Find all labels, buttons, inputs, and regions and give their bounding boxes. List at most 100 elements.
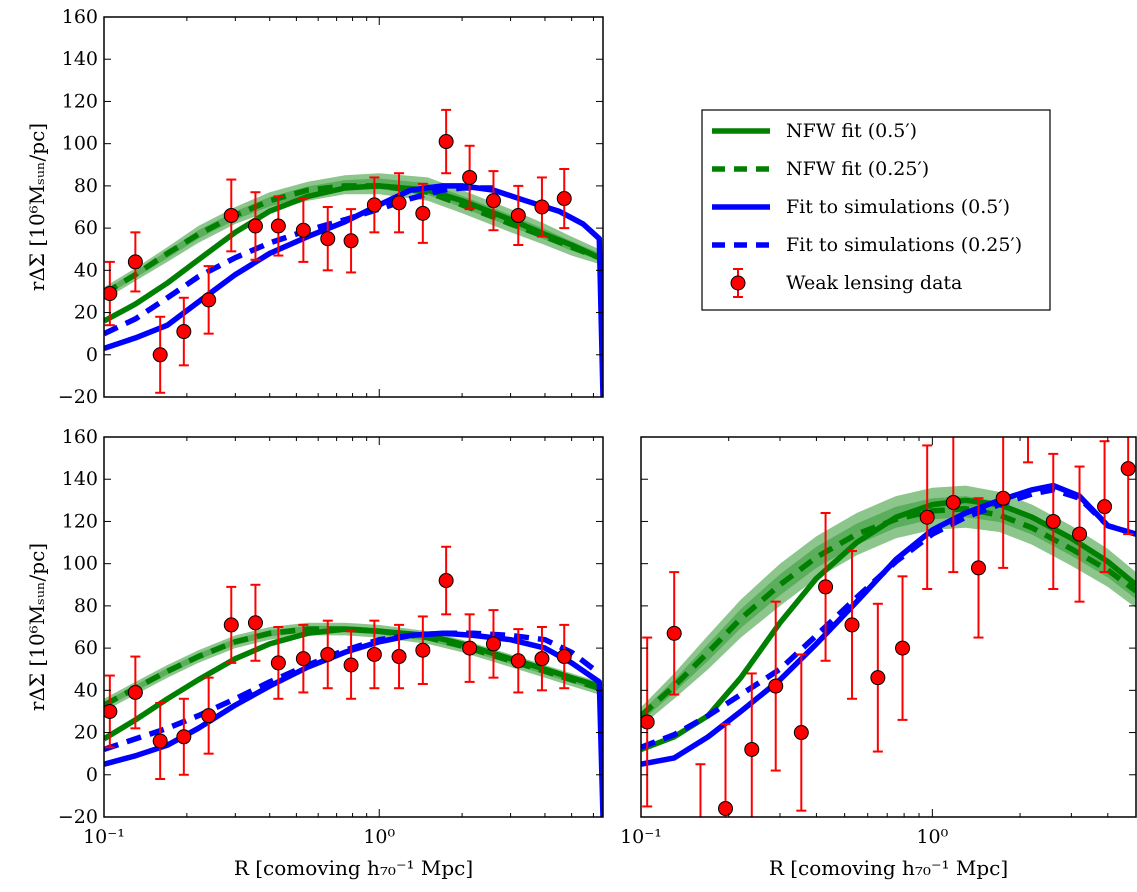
data-point: [485, 193, 501, 209]
data-point: [127, 684, 143, 700]
data-point: [366, 197, 382, 213]
ytick-label: 0: [86, 344, 98, 366]
data-point: [320, 231, 336, 247]
legend: NFW fit (0.5′) NFW fit (0.25′) Fit to simu…: [701, 109, 1051, 311]
data-point: [534, 651, 550, 667]
data-point: [666, 625, 682, 641]
ytick-label: 80: [74, 595, 98, 617]
data-point: [201, 292, 217, 308]
data-point: [438, 134, 454, 150]
data-point: [343, 233, 359, 249]
ytick-label: 40: [74, 679, 98, 701]
data-point: [295, 651, 311, 667]
plot-area: [104, 108, 603, 397]
data-point: [152, 733, 168, 749]
data-point: [919, 509, 935, 525]
data-point: [127, 254, 143, 270]
data-point: [438, 573, 454, 589]
data-point: [995, 490, 1011, 506]
xtick-label: 10⁻¹: [620, 826, 662, 848]
plot-area: [104, 545, 603, 817]
xtick-label: 10⁻¹: [83, 826, 125, 848]
data-point: [556, 191, 572, 207]
ytick-label: 120: [62, 510, 98, 532]
data-point: [718, 801, 734, 817]
data-point: [295, 222, 311, 238]
data-point: [391, 195, 407, 211]
legend-label-4: Weak lensing data: [786, 272, 962, 294]
data-point: [1045, 513, 1061, 529]
data-point: [510, 653, 526, 669]
series-line-1: [641, 506, 1136, 718]
ytick-label: 100: [62, 133, 98, 155]
data-point: [945, 494, 961, 510]
data-point: [818, 579, 834, 595]
data-point: [176, 324, 192, 340]
data-point: [201, 708, 217, 724]
ytick-label: −20: [58, 806, 98, 828]
data-point: [1120, 461, 1136, 477]
data-point: [970, 560, 986, 576]
data-point: [104, 703, 118, 719]
ytick-label: 140: [62, 48, 98, 70]
data-point: [556, 649, 572, 665]
data-point: [270, 218, 286, 234]
plot-area: [641, 422, 1136, 856]
data-point: [641, 714, 655, 730]
data-point: [152, 347, 168, 363]
ytick-label: 160: [62, 6, 98, 28]
legend-label-2: Fit to simulations (0.5′): [786, 196, 1010, 218]
series-line-0: [104, 626, 601, 742]
panel-top-left: −20 0 20 40 60 80 100 120 140 160 rΔΣ [10⁶Mₛᵤₙ/pc]: [25, 6, 604, 408]
data-point: [844, 617, 860, 633]
series-line-1: [104, 183, 601, 296]
legend-label-3: Fit to simulations (0.25′): [786, 234, 1022, 256]
data-point: [343, 657, 359, 673]
axes-frame: [640, 436, 1137, 818]
data-point: [1072, 526, 1088, 542]
y-axis-label: rΔΣ [10⁶Mₛᵤₙ/pc]: [25, 543, 49, 711]
ytick-label: −20: [58, 386, 98, 408]
data-point: [768, 678, 784, 694]
ytick-label: 160: [62, 426, 98, 448]
data-point: [534, 199, 550, 215]
data-point: [510, 207, 526, 223]
ytick-label: 20: [74, 722, 98, 744]
ytick-label: 40: [74, 259, 98, 281]
data-point: [247, 615, 263, 631]
nfw-band-inner: [104, 625, 600, 709]
axes-frame: [103, 16, 604, 398]
ytick-label: 0: [86, 764, 98, 786]
data-point: [176, 729, 192, 745]
axes-frame: [103, 436, 604, 818]
series-line-3: [641, 487, 1136, 750]
data-point: [320, 646, 336, 662]
data-point: [415, 205, 431, 221]
legend-box: [701, 109, 1051, 311]
ytick-label: 140: [62, 468, 98, 490]
nfw-band-outer: [641, 485, 1136, 727]
ytick-label: 60: [74, 637, 98, 659]
data-point: [366, 646, 382, 662]
ytick-label: 120: [62, 90, 98, 112]
data-point: [104, 286, 118, 302]
xtick-label: 10⁰: [916, 826, 948, 848]
data-point: [223, 207, 239, 223]
data-point: [1097, 499, 1113, 515]
xtick-label: 10⁰: [363, 826, 395, 848]
data-point: [1021, 422, 1035, 436]
legend-label-0: NFW fit (0.5′): [786, 120, 917, 142]
data-point: [462, 169, 478, 185]
data-point: [462, 640, 478, 656]
data-point: [270, 655, 286, 671]
y-axis-label: rΔΣ [10⁶Mₛᵤₙ/pc]: [25, 123, 49, 291]
legend-label-1: NFW fit (0.25′): [786, 158, 929, 180]
ytick-label: 60: [74, 217, 98, 239]
panel-bottom-right: 10⁻¹ 10⁰ R [comoving h₇₀⁻¹ Mpc]: [620, 422, 1137, 880]
data-point: [223, 617, 239, 633]
data-point: [693, 842, 707, 856]
data-point: [391, 649, 407, 665]
data-point: [870, 670, 886, 686]
data-point: [793, 725, 809, 741]
